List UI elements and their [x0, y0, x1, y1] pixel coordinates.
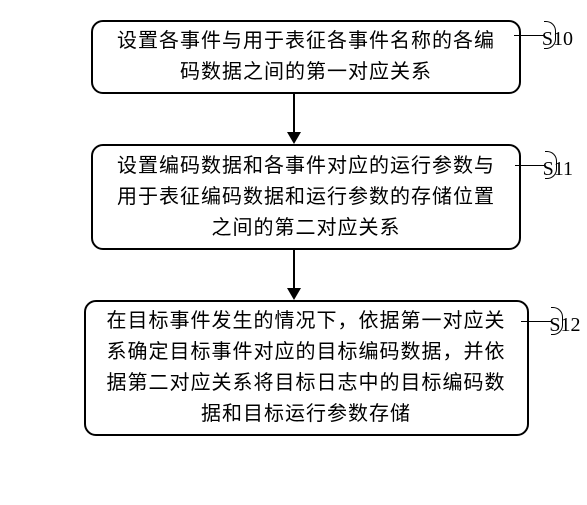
node-text: 设置编码数据和各事件对应的运行参数与用于表征编码数据和运行参数的存储位置之间的第… — [113, 151, 499, 244]
arrow-line — [293, 94, 295, 132]
flowchart-node-s11: 设置编码数据和各事件对应的运行参数与用于表征编码数据和运行参数的存储位置之间的第… — [91, 144, 521, 250]
arrow-s10-s11 — [287, 94, 301, 144]
flowchart-node-s10: 设置各事件与用于表征各事件名称的各编码数据之间的第一对应关系 S10 — [91, 20, 521, 94]
flowchart-node-s12: 在目标事件发生的情况下，依据第一对应关系确定目标事件对应的目标编码数据，并依据第… — [84, 300, 529, 436]
node-text: 在目标事件发生的情况下，依据第一对应关系确定目标事件对应的目标编码数据，并依据第… — [106, 306, 507, 430]
arrow-s11-s12 — [287, 250, 301, 300]
node-label: S11 — [543, 154, 573, 185]
flowchart-container: 设置各事件与用于表征各事件名称的各编码数据之间的第一对应关系 S10 设置编码数… — [0, 20, 587, 436]
arrow-head — [287, 288, 301, 300]
arrow-head — [287, 132, 301, 144]
node-label: S10 — [542, 24, 573, 55]
node-label: S12 — [549, 310, 580, 341]
arrow-line — [293, 250, 295, 288]
node-text: 设置各事件与用于表征各事件名称的各编码数据之间的第一对应关系 — [113, 26, 499, 88]
